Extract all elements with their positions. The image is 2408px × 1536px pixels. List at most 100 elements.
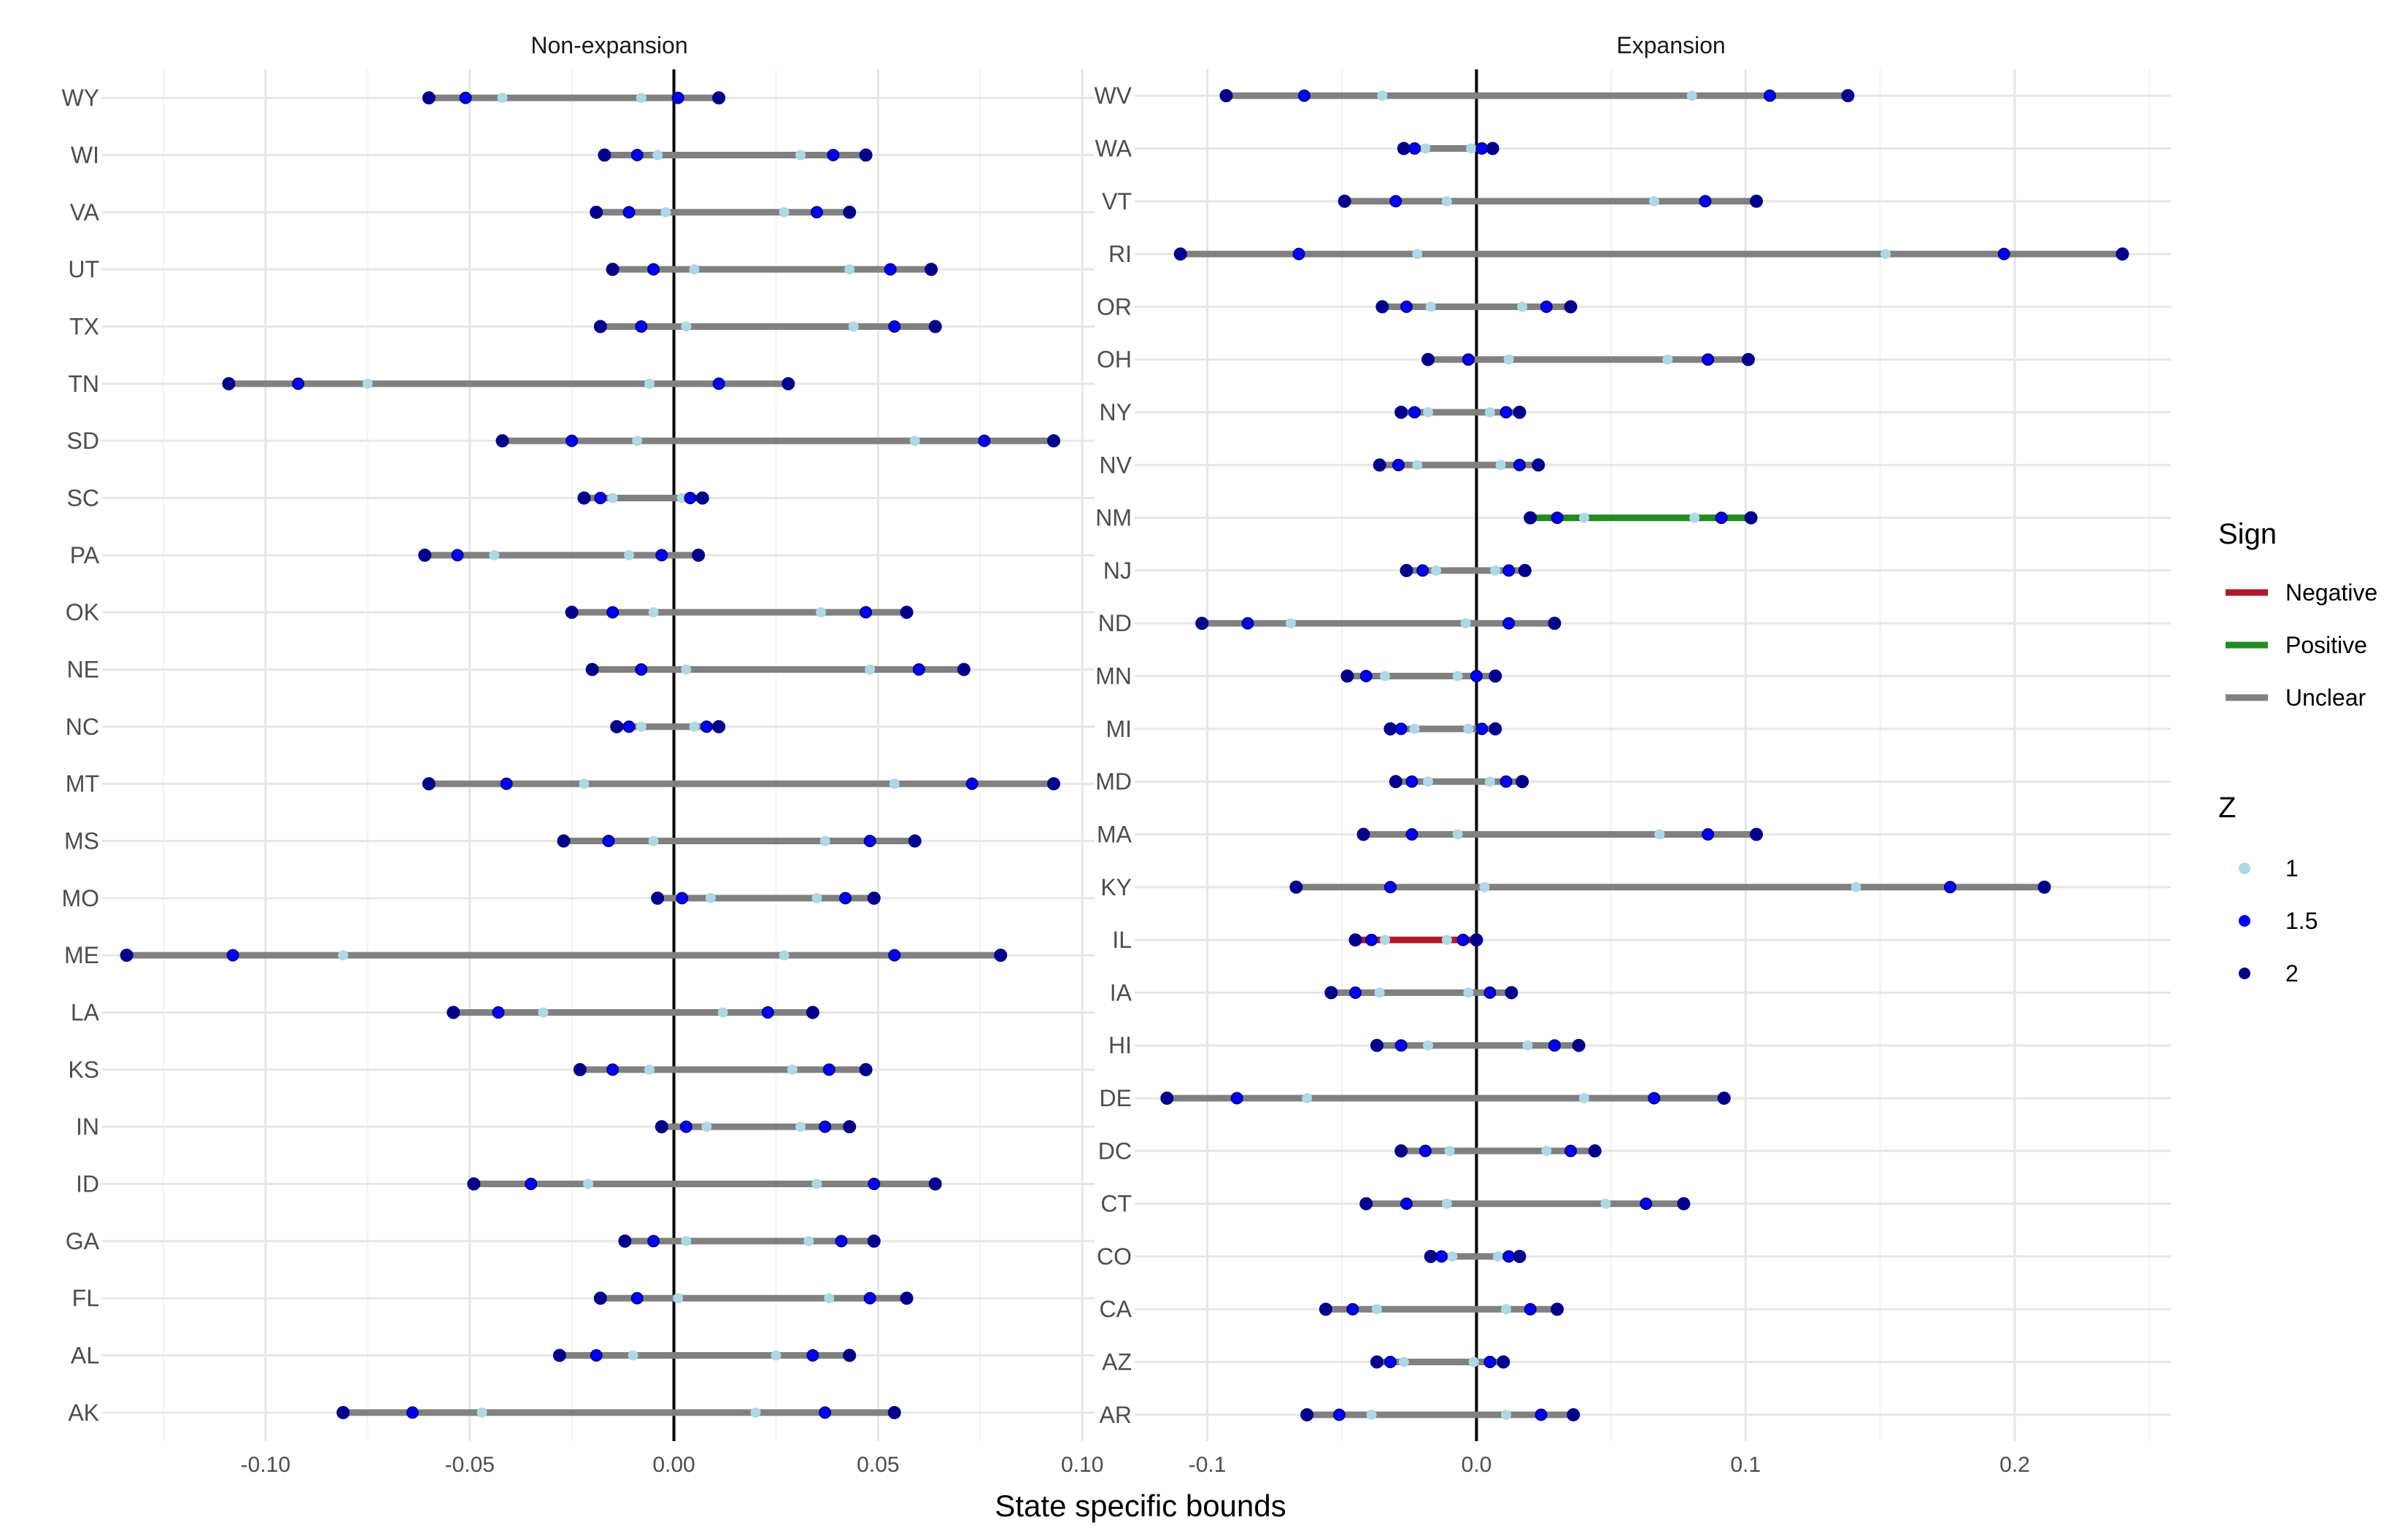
point-z1	[1500, 1409, 1511, 1420]
point-z15	[459, 91, 472, 104]
point-z1	[1452, 829, 1463, 840]
point-z15	[1346, 1302, 1359, 1316]
point-z1	[1377, 90, 1388, 101]
point-z1	[660, 207, 671, 217]
point-z2	[2115, 247, 2129, 261]
point-z15	[1715, 512, 1728, 525]
point-z15	[676, 892, 689, 905]
point-z1	[362, 378, 373, 389]
point-z2	[1338, 194, 1351, 208]
point-z1	[865, 664, 876, 675]
point-z2	[928, 320, 942, 333]
point-z15	[1944, 881, 1957, 894]
point-z2	[1160, 1092, 1174, 1105]
point-z1	[1578, 512, 1589, 523]
point-z15	[1502, 617, 1516, 630]
point-z15	[1702, 827, 1715, 841]
point-z2	[651, 891, 665, 905]
point-z15	[622, 206, 636, 219]
state-label: IN	[76, 1114, 99, 1140]
point-z15	[1389, 195, 1402, 208]
point-z2	[1195, 617, 1209, 630]
state-label: IA	[1110, 979, 1132, 1006]
point-z1	[538, 1007, 549, 1018]
point-z15	[406, 1406, 419, 1419]
point-z15	[1640, 1197, 1653, 1211]
point-z1	[476, 1407, 487, 1418]
point-z2	[1677, 1197, 1691, 1211]
point-z1	[1662, 354, 1673, 365]
point-z2	[1173, 247, 1187, 261]
point-z2	[2037, 880, 2051, 894]
point-z2	[593, 1292, 607, 1305]
point-z2	[336, 1405, 350, 1419]
point-z1	[795, 150, 806, 161]
point-z2	[1505, 986, 1518, 1000]
point-z15	[1502, 564, 1516, 577]
point-z1	[787, 1064, 798, 1075]
point-z1	[1490, 565, 1501, 576]
point-z1	[1468, 1356, 1479, 1367]
point-z15	[888, 320, 901, 333]
point-z15	[1502, 1250, 1516, 1263]
point-z2	[1400, 563, 1413, 577]
state-label: OH	[1097, 347, 1132, 373]
state-label: KS	[68, 1057, 99, 1083]
point-z1	[1500, 1304, 1511, 1315]
point-z15	[761, 1006, 774, 1019]
point-z1	[779, 950, 790, 961]
point-z15	[822, 1063, 836, 1076]
legend-z-label: 2	[2285, 960, 2299, 987]
point-z1	[1484, 407, 1495, 417]
point-z1	[1409, 723, 1420, 734]
point-z15	[606, 606, 620, 619]
point-z1	[824, 1293, 835, 1304]
point-z1	[1302, 1093, 1313, 1103]
point-z1	[803, 1235, 814, 1246]
point-z1	[1412, 249, 1423, 260]
point-z2	[590, 205, 603, 219]
point-z2	[692, 548, 706, 562]
point-z15	[451, 549, 464, 562]
state-label: TX	[69, 314, 99, 340]
point-z1	[644, 378, 655, 389]
point-z2	[1497, 1355, 1510, 1369]
x-tick-label: -0.05	[445, 1453, 495, 1477]
x-tick-label: -0.10	[241, 1453, 290, 1477]
point-z15	[635, 320, 648, 333]
point-z1	[632, 436, 643, 447]
legend-sign-title: Sign	[2218, 518, 2277, 550]
state-label: MI	[1105, 716, 1132, 742]
state-label: WY	[61, 85, 99, 111]
point-z2	[577, 491, 591, 505]
state-label: WI	[71, 142, 99, 169]
point-z15	[1524, 1302, 1537, 1316]
point-z1	[811, 892, 822, 903]
point-z15	[1392, 458, 1405, 471]
point-z2	[593, 320, 607, 333]
point-z1	[1517, 301, 1528, 312]
point-z1	[681, 321, 692, 332]
point-z1	[636, 93, 647, 104]
state-label: VA	[70, 199, 100, 225]
state-label: SD	[67, 428, 99, 454]
point-z15	[671, 91, 684, 104]
point-z2	[1394, 1144, 1408, 1158]
point-z2	[1516, 775, 1529, 789]
point-z1	[909, 436, 920, 447]
point-z1	[1444, 1146, 1455, 1157]
point-z15	[1435, 1250, 1448, 1263]
point-z2	[495, 434, 509, 448]
panel-title: Non-expansion	[530, 32, 687, 58]
point-z15	[965, 777, 979, 790]
point-z2	[782, 377, 795, 390]
point-z15	[1365, 933, 1378, 946]
point-z1	[497, 93, 508, 104]
state-label: ID	[76, 1171, 99, 1197]
state-label: PA	[70, 542, 100, 568]
point-z2	[1750, 827, 1763, 841]
state-label: CA	[1100, 1296, 1132, 1322]
point-z15	[1548, 1039, 1561, 1052]
state-label: LA	[71, 1000, 100, 1026]
point-z15	[594, 492, 607, 504]
